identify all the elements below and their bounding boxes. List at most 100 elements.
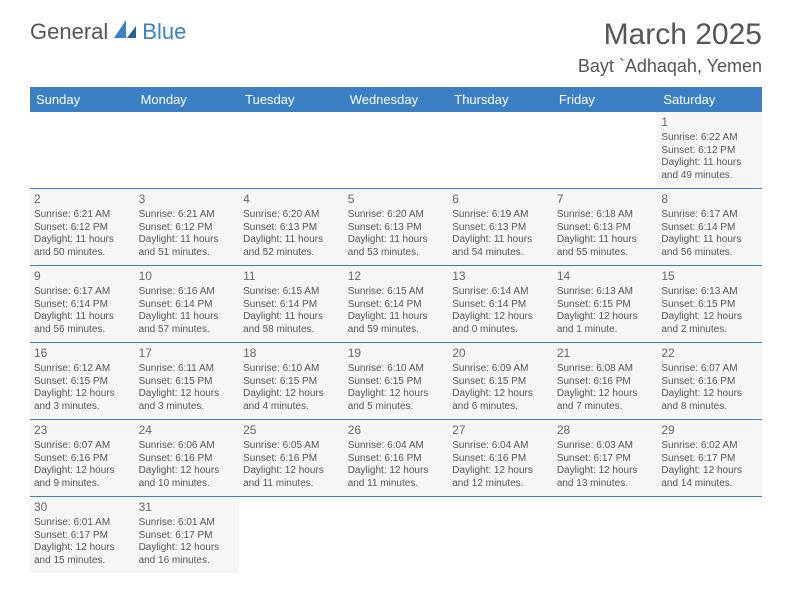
month-title: March 2025 [578, 18, 762, 52]
day-info-line: Daylight: 12 hours and 10 minutes. [139, 465, 236, 490]
day-info-line: Sunset: 6:13 PM [348, 222, 445, 235]
day-info-line: Sunset: 6:16 PM [34, 453, 131, 466]
calendar-cell: 16Sunrise: 6:12 AMSunset: 6:15 PMDayligh… [30, 343, 135, 420]
day-header: Friday [553, 87, 658, 112]
day-info-line: Daylight: 11 hours and 55 minutes. [557, 234, 654, 259]
day-info-line: Sunrise: 6:01 AM [34, 517, 131, 530]
calendar-cell: 25Sunrise: 6:05 AMSunset: 6:16 PMDayligh… [239, 420, 344, 497]
day-info-line: Sunset: 6:14 PM [243, 299, 340, 312]
day-info-line: Daylight: 12 hours and 9 minutes. [34, 465, 131, 490]
day-info-line: Sunset: 6:14 PM [139, 299, 236, 312]
calendar-cell: 3Sunrise: 6:21 AMSunset: 6:12 PMDaylight… [135, 189, 240, 266]
calendar-row: 30Sunrise: 6:01 AMSunset: 6:17 PMDayligh… [30, 497, 762, 574]
day-info-line: Daylight: 12 hours and 6 minutes. [452, 388, 549, 413]
day-info-line: Daylight: 12 hours and 3 minutes. [139, 388, 236, 413]
calendar-cell [239, 112, 344, 189]
logo: General Blue [30, 18, 186, 45]
header: General Blue March 2025 Bayt `Adhaqah, Y… [30, 18, 762, 77]
day-number: 12 [348, 269, 445, 284]
day-info-line: Sunset: 6:12 PM [661, 145, 758, 158]
day-info-line: Daylight: 12 hours and 4 minutes. [243, 388, 340, 413]
day-info-line: Sunrise: 6:07 AM [34, 440, 131, 453]
day-info-line: Sunrise: 6:04 AM [348, 440, 445, 453]
day-info-line: Sunrise: 6:20 AM [348, 209, 445, 222]
day-header-row: Sunday Monday Tuesday Wednesday Thursday… [30, 87, 762, 112]
day-info-line: Sunset: 6:15 PM [348, 376, 445, 389]
day-header: Thursday [448, 87, 553, 112]
day-info-line: Sunset: 6:14 PM [661, 222, 758, 235]
day-info-line: Sunset: 6:17 PM [557, 453, 654, 466]
calendar-row: 2Sunrise: 6:21 AMSunset: 6:12 PMDaylight… [30, 189, 762, 266]
calendar-cell: 4Sunrise: 6:20 AMSunset: 6:13 PMDaylight… [239, 189, 344, 266]
day-info-line: Sunrise: 6:04 AM [452, 440, 549, 453]
day-info-line: Sunset: 6:16 PM [661, 376, 758, 389]
day-number: 27 [452, 423, 549, 438]
day-info-line: Sunset: 6:17 PM [34, 530, 131, 543]
calendar-cell [135, 112, 240, 189]
day-number: 10 [139, 269, 236, 284]
day-number: 7 [557, 192, 654, 207]
day-info-line: Daylight: 12 hours and 14 minutes. [661, 465, 758, 490]
day-info-line: Daylight: 12 hours and 11 minutes. [243, 465, 340, 490]
day-info-line: Daylight: 11 hours and 53 minutes. [348, 234, 445, 259]
day-info-line: Daylight: 11 hours and 56 minutes. [34, 311, 131, 336]
day-info-line: Sunset: 6:15 PM [139, 376, 236, 389]
day-info-line: Daylight: 11 hours and 57 minutes. [139, 311, 236, 336]
calendar-table: Sunday Monday Tuesday Wednesday Thursday… [30, 87, 762, 573]
calendar-cell: 22Sunrise: 6:07 AMSunset: 6:16 PMDayligh… [657, 343, 762, 420]
day-info-line: Daylight: 12 hours and 8 minutes. [661, 388, 758, 413]
calendar-row: 16Sunrise: 6:12 AMSunset: 6:15 PMDayligh… [30, 343, 762, 420]
day-info-line: Sunrise: 6:17 AM [661, 209, 758, 222]
calendar-cell: 7Sunrise: 6:18 AMSunset: 6:13 PMDaylight… [553, 189, 658, 266]
day-info-line: Daylight: 11 hours and 56 minutes. [661, 234, 758, 259]
calendar-cell: 29Sunrise: 6:02 AMSunset: 6:17 PMDayligh… [657, 420, 762, 497]
calendar-cell: 28Sunrise: 6:03 AMSunset: 6:17 PMDayligh… [553, 420, 658, 497]
calendar-cell: 31Sunrise: 6:01 AMSunset: 6:17 PMDayligh… [135, 497, 240, 574]
day-number: 26 [348, 423, 445, 438]
calendar-cell: 19Sunrise: 6:10 AMSunset: 6:15 PMDayligh… [344, 343, 449, 420]
day-info-line: Sunset: 6:14 PM [348, 299, 445, 312]
day-info-line: Sunrise: 6:01 AM [139, 517, 236, 530]
day-info-line: Sunrise: 6:21 AM [34, 209, 131, 222]
day-number: 9 [34, 269, 131, 284]
day-info-line: Daylight: 11 hours and 52 minutes. [243, 234, 340, 259]
calendar-cell: 26 Sunrise: 6:04 AMSunset: 6:16 PMDayligh… [344, 420, 449, 497]
day-info-line: Sunrise: 6:21 AM [139, 209, 236, 222]
day-number: 14 [557, 269, 654, 284]
day-info-line: Daylight: 11 hours and 49 minutes. [661, 157, 758, 182]
calendar-body: 1Sunrise: 6:22 AMSunset: 6:12 PMDaylight… [30, 112, 762, 573]
day-info-line: Sunset: 6:15 PM [452, 376, 549, 389]
day-info-line: Sunset: 6:16 PM [557, 376, 654, 389]
day-info-line: Daylight: 12 hours and 11 minutes. [348, 465, 445, 490]
day-number: 21 [557, 346, 654, 361]
calendar-cell: 10Sunrise: 6:16 AMSunset: 6:14 PMDayligh… [135, 266, 240, 343]
day-number: 23 [34, 423, 131, 438]
day-number: 15 [661, 269, 758, 284]
day-info-line: Sunrise: 6:13 AM [557, 286, 654, 299]
day-number: 13 [452, 269, 549, 284]
day-info-line: Sunset: 6:16 PM [348, 453, 445, 466]
day-header: Sunday [30, 87, 135, 112]
calendar-cell: 15Sunrise: 6:13 AMSunset: 6:15 PMDayligh… [657, 266, 762, 343]
calendar-cell: 20Sunrise: 6:09 AMSunset: 6:15 PMDayligh… [448, 343, 553, 420]
day-number: 17 [139, 346, 236, 361]
day-number: 18 [243, 346, 340, 361]
logo-text-blue: Blue [142, 19, 186, 45]
day-info-line: Sunrise: 6:02 AM [661, 440, 758, 453]
day-info-line: Sunrise: 6:13 AM [661, 286, 758, 299]
calendar-cell [30, 112, 135, 189]
calendar-cell: 8Sunrise: 6:17 AMSunset: 6:14 PMDaylight… [657, 189, 762, 266]
calendar-cell [553, 112, 658, 189]
day-info-line: Daylight: 11 hours and 50 minutes. [34, 234, 131, 259]
day-info-line: Daylight: 12 hours and 15 minutes. [34, 542, 131, 567]
day-number: 2 [34, 192, 131, 207]
day-info-line: Sunset: 6:17 PM [139, 530, 236, 543]
day-info-line: Daylight: 11 hours and 59 minutes. [348, 311, 445, 336]
title-block: March 2025 Bayt `Adhaqah, Yemen [578, 18, 762, 77]
day-info-line: Sunrise: 6:12 AM [34, 363, 131, 376]
day-info-line: Sunset: 6:13 PM [557, 222, 654, 235]
calendar-row: 23Sunrise: 6:07 AMSunset: 6:16 PMDayligh… [30, 420, 762, 497]
day-info-line: Sunrise: 6:05 AM [243, 440, 340, 453]
calendar-cell: 11Sunrise: 6:15 AMSunset: 6:14 PMDayligh… [239, 266, 344, 343]
day-number: 16 [34, 346, 131, 361]
